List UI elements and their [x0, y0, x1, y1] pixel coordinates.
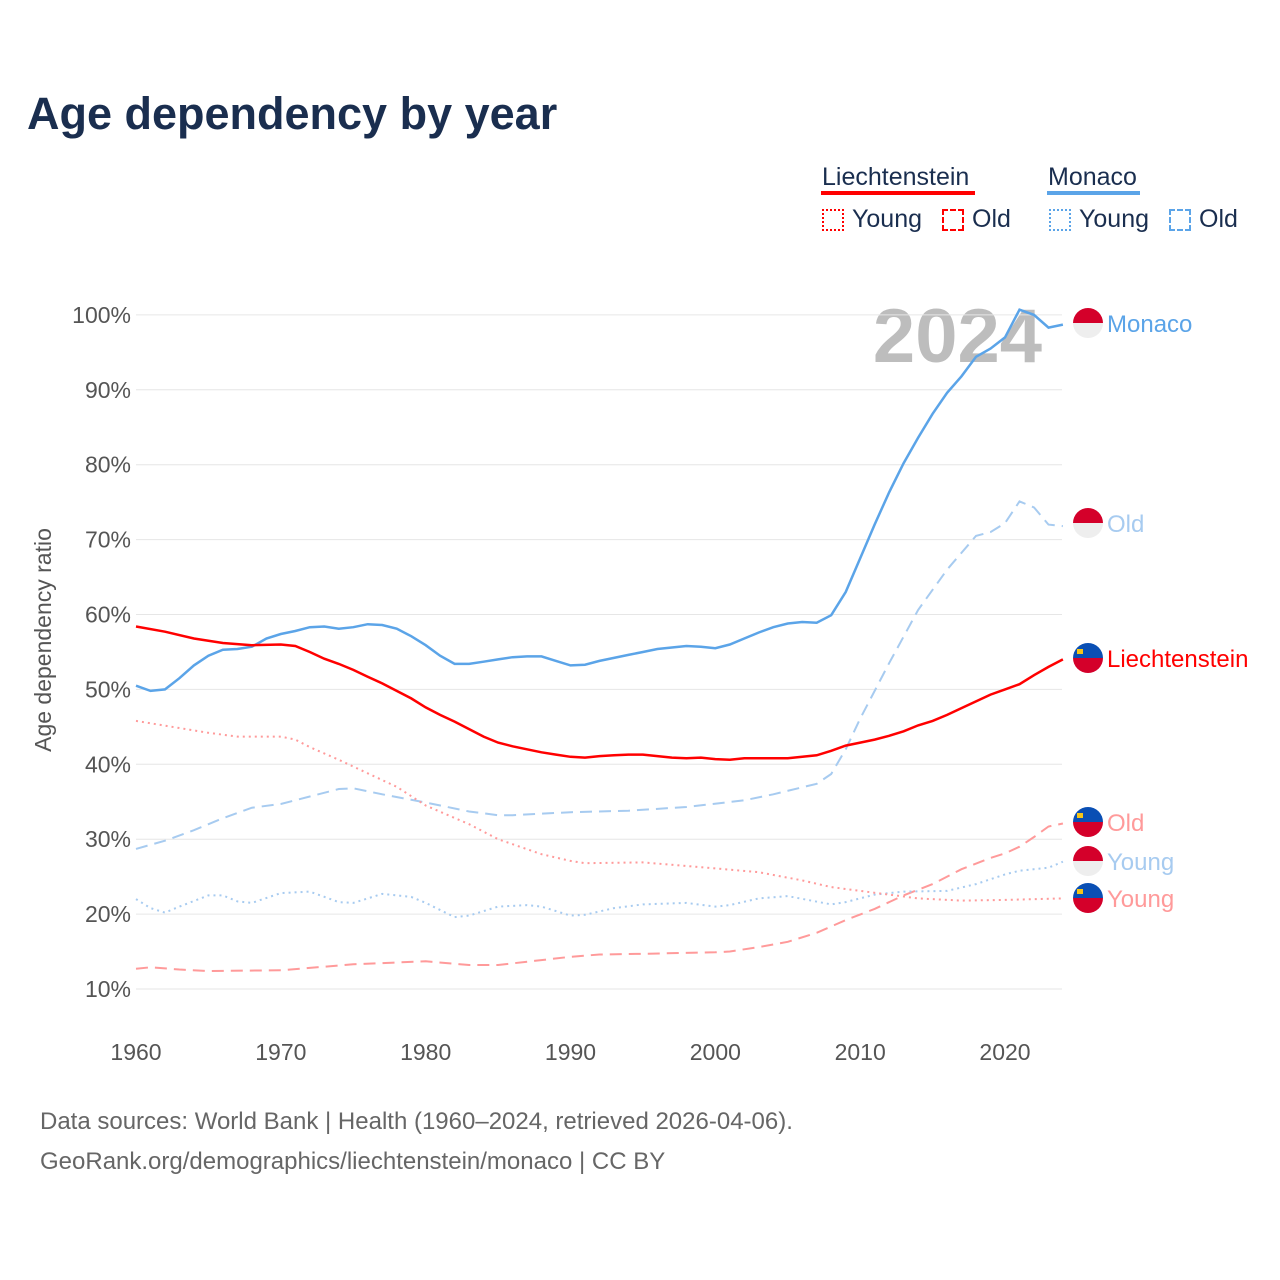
series-line-liechtenstein [135, 625, 1064, 762]
footer-sources: Data sources: World Bank | Health (1960–… [40, 1108, 793, 1135]
x-tick-label: 2000 [690, 1039, 741, 1065]
x-tick-label: 1960 [110, 1039, 161, 1065]
liechtenstein-flag-icon [1073, 807, 1103, 837]
series-line-monaco [135, 308, 1064, 693]
legend-liechtenstein[interactable]: Liechtenstein [822, 163, 970, 191]
series-line-monaco-young [135, 860, 1064, 919]
y-tick-label: 30% [85, 826, 131, 852]
legend-liechtenstein-old[interactable]: Old [972, 205, 1011, 233]
y-tick-label: 20% [85, 901, 131, 927]
y-tick-label: 80% [85, 452, 131, 478]
x-tick-label: 2010 [835, 1039, 886, 1065]
y-tick-label: 50% [85, 676, 131, 702]
series-line-monaco-old [135, 500, 1064, 850]
liechtenstein-flag-icon [1073, 643, 1103, 673]
dotted-swatch-icon [1049, 209, 1071, 231]
dashed-swatch-icon [942, 209, 964, 231]
series-end-label: Young [1107, 849, 1174, 876]
legend-liechtenstein-young[interactable]: Young [852, 205, 922, 233]
y-axis-label: Age dependency ratio [30, 528, 56, 752]
series-end-label: Young [1107, 886, 1174, 913]
x-tick-label: 1970 [255, 1039, 306, 1065]
series-line-liechtenstein-young [135, 719, 1063, 902]
footer-link[interactable]: GeoRank.org/demographics/liechtenstein/m… [40, 1148, 666, 1175]
legend-monaco-old[interactable]: Old [1199, 205, 1238, 233]
x-tick-label: 1980 [400, 1039, 451, 1065]
chart-title: Age dependency by year [27, 88, 558, 139]
monaco-flag-icon [1073, 308, 1103, 338]
monaco-flag-icon [1073, 846, 1103, 876]
x-tick-label: 2020 [979, 1039, 1030, 1065]
y-tick-label: 60% [85, 602, 131, 628]
y-tick-label: 10% [85, 976, 131, 1002]
legend-monaco[interactable]: Monaco [1048, 163, 1137, 191]
monaco-flag-icon [1073, 508, 1103, 538]
liechtenstein-flag-icon [1073, 883, 1103, 913]
series-end-label: Monaco [1107, 311, 1192, 338]
y-tick-label: 40% [85, 751, 131, 777]
dashed-swatch-icon [1169, 209, 1191, 231]
dotted-swatch-icon [822, 209, 844, 231]
legend-line-monaco [1047, 191, 1140, 195]
y-tick-label: 70% [85, 527, 131, 553]
legend-monaco-young[interactable]: Young [1079, 205, 1149, 233]
series-line-liechtenstein-old [135, 822, 1064, 973]
x-tick-label: 1990 [545, 1039, 596, 1065]
y-tick-label: 90% [85, 377, 131, 403]
legend-line-liechtenstein [821, 191, 975, 195]
series-end-label: Old [1107, 810, 1144, 837]
series-end-label: Liechtenstein [1107, 646, 1248, 673]
y-tick-label: 100% [72, 302, 131, 328]
series-end-label: Old [1107, 511, 1144, 538]
year-watermark: 2024 [873, 294, 1042, 379]
